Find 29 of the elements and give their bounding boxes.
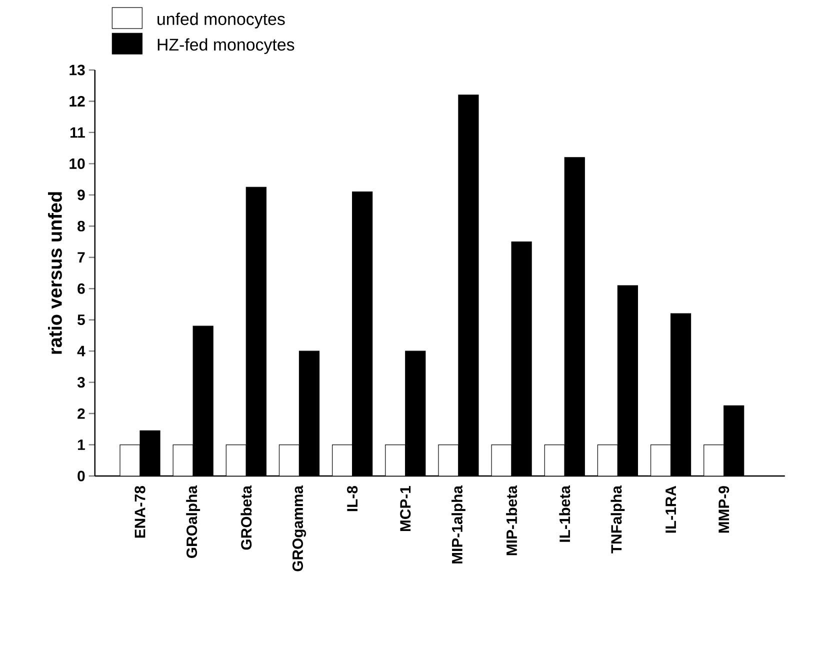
y-tick-label: 10 (70, 158, 85, 169)
y-tick-label: 13 (70, 64, 85, 76)
x-tick-label: MMP-9 (718, 486, 730, 533)
x-tick-label: GRObeta (240, 485, 252, 550)
y-tick-label: 1 (78, 440, 85, 450)
x-tick-label: MCP-1 (400, 486, 411, 532)
legend-label: HZ-fed monocytes (158, 38, 294, 54)
x-tick-label: IL-1beta (559, 485, 570, 542)
x-tick-label: TNFalpha (610, 485, 625, 554)
y-axis-title: ratio versus unfed (48, 192, 62, 354)
y-tick-label: 8 (78, 220, 85, 232)
x-tick-label: ENA-78 (134, 486, 146, 538)
y-tick-label: 2 (78, 408, 85, 419)
y-tick-label: 0 (78, 470, 85, 482)
x-tick-label: IL-1RA (666, 486, 676, 533)
y-tick-label: 5 (78, 314, 85, 326)
y-tick-label: 6 (78, 283, 85, 294)
x-tick-label: MIP-1beta (506, 485, 518, 556)
x-tick-label: GROgamma (292, 485, 306, 572)
x-tick-label: MIP-1alpha (452, 485, 466, 564)
y-tick-label: 7 (78, 252, 85, 263)
y-tick-label: 9 (78, 190, 85, 200)
x-tick-label: GROalpha (186, 485, 200, 558)
x-tick-label: IL-8 (347, 486, 358, 512)
y-tick-label: 11 (70, 127, 85, 138)
legend-label: unfed monocytes (158, 12, 285, 28)
y-tick-label: 3 (77, 377, 85, 388)
y-tick-label: 12 (70, 96, 85, 106)
y-tick-label: 4 (77, 346, 86, 356)
